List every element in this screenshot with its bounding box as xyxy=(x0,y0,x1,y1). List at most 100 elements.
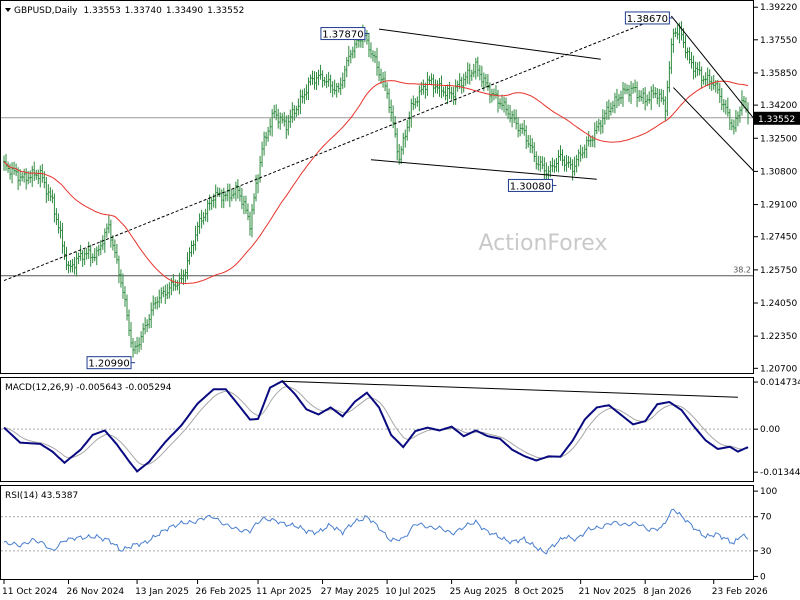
candle xyxy=(400,146,403,164)
candle xyxy=(107,215,110,234)
candle xyxy=(488,82,491,104)
candle xyxy=(261,141,264,167)
candle xyxy=(67,261,70,274)
candle xyxy=(537,155,540,171)
candle xyxy=(297,98,300,116)
candle xyxy=(636,81,639,108)
date-axis-label: 25 Aug 2025 xyxy=(450,587,508,597)
candle xyxy=(535,151,538,170)
price-annotation-label: 1.38670 xyxy=(627,14,668,25)
candle xyxy=(702,75,705,85)
rsi-axis-label: 100 xyxy=(760,487,777,497)
rsi-axis-label: 70 xyxy=(760,513,772,523)
candle xyxy=(369,42,372,59)
candle xyxy=(148,314,151,329)
candle xyxy=(128,309,131,337)
price-axis-label: 1.32500 xyxy=(760,134,797,144)
candle xyxy=(271,109,274,137)
candle xyxy=(125,294,128,321)
trend-line xyxy=(673,87,755,172)
candle xyxy=(269,118,272,136)
candle xyxy=(79,244,82,261)
candle xyxy=(559,145,562,161)
candle xyxy=(61,222,64,254)
candle xyxy=(240,188,243,210)
ohlc-low: 1.33490 xyxy=(166,6,203,16)
candle xyxy=(202,212,205,225)
candle xyxy=(698,61,701,76)
candle xyxy=(486,74,489,91)
candle xyxy=(198,213,201,234)
candle xyxy=(77,252,80,265)
candle xyxy=(658,88,661,107)
candle xyxy=(267,126,270,142)
candle xyxy=(523,120,526,136)
candle xyxy=(726,97,729,117)
candle xyxy=(527,134,530,148)
candle xyxy=(567,155,570,168)
candle xyxy=(692,55,695,80)
candle xyxy=(577,149,580,167)
candle xyxy=(724,99,727,115)
candle xyxy=(351,46,354,59)
candle xyxy=(232,187,235,199)
candle xyxy=(289,109,292,128)
candle xyxy=(452,86,455,105)
candle xyxy=(672,28,675,53)
candle xyxy=(376,47,379,76)
candle xyxy=(121,273,124,299)
candle xyxy=(33,161,36,182)
candle xyxy=(317,69,320,86)
candle xyxy=(301,89,304,104)
candle xyxy=(597,118,600,132)
candle xyxy=(501,94,504,111)
candle xyxy=(105,223,108,238)
date-axis-label: 13 Jan 2025 xyxy=(135,587,189,597)
candle xyxy=(734,109,737,132)
candle xyxy=(700,66,703,88)
candle xyxy=(87,241,90,259)
candle xyxy=(158,289,161,308)
candle xyxy=(339,77,342,95)
candle xyxy=(416,96,419,107)
candle xyxy=(337,82,340,93)
candle xyxy=(428,75,431,85)
candle xyxy=(561,149,564,166)
candle xyxy=(194,225,197,251)
candle xyxy=(404,129,407,148)
candle xyxy=(438,78,441,97)
candle xyxy=(406,119,409,141)
ohlc-high: 1.33740 xyxy=(125,6,162,16)
candle xyxy=(686,47,689,61)
candle xyxy=(484,73,487,88)
candle xyxy=(29,170,32,184)
candle xyxy=(257,174,260,194)
candle xyxy=(696,62,699,77)
macd-trend-line xyxy=(282,380,738,398)
candle xyxy=(81,249,84,268)
candle xyxy=(17,167,20,191)
date-axis-label: 11 Oct 2024 xyxy=(2,587,58,597)
candle xyxy=(573,156,576,176)
candle xyxy=(39,165,42,188)
price-axis-label: 1.25750 xyxy=(760,266,797,276)
candle xyxy=(196,221,199,242)
price-axis-label: 1.34200 xyxy=(760,101,797,111)
candle xyxy=(694,61,697,78)
candle xyxy=(650,86,653,110)
candle xyxy=(517,117,520,138)
candle xyxy=(533,142,536,162)
candle xyxy=(168,282,171,299)
candle xyxy=(152,295,155,316)
price-axis-label: 1.29100 xyxy=(760,201,797,211)
candle xyxy=(293,105,296,121)
candle xyxy=(515,109,518,130)
candle xyxy=(341,72,344,89)
collapse-triangle-icon[interactable] xyxy=(5,8,11,12)
candle xyxy=(668,61,671,93)
candle xyxy=(543,157,546,180)
candle xyxy=(666,80,669,117)
macd-axis-label: -0.013442 xyxy=(760,468,800,478)
candle xyxy=(325,74,328,89)
candle xyxy=(113,239,116,258)
